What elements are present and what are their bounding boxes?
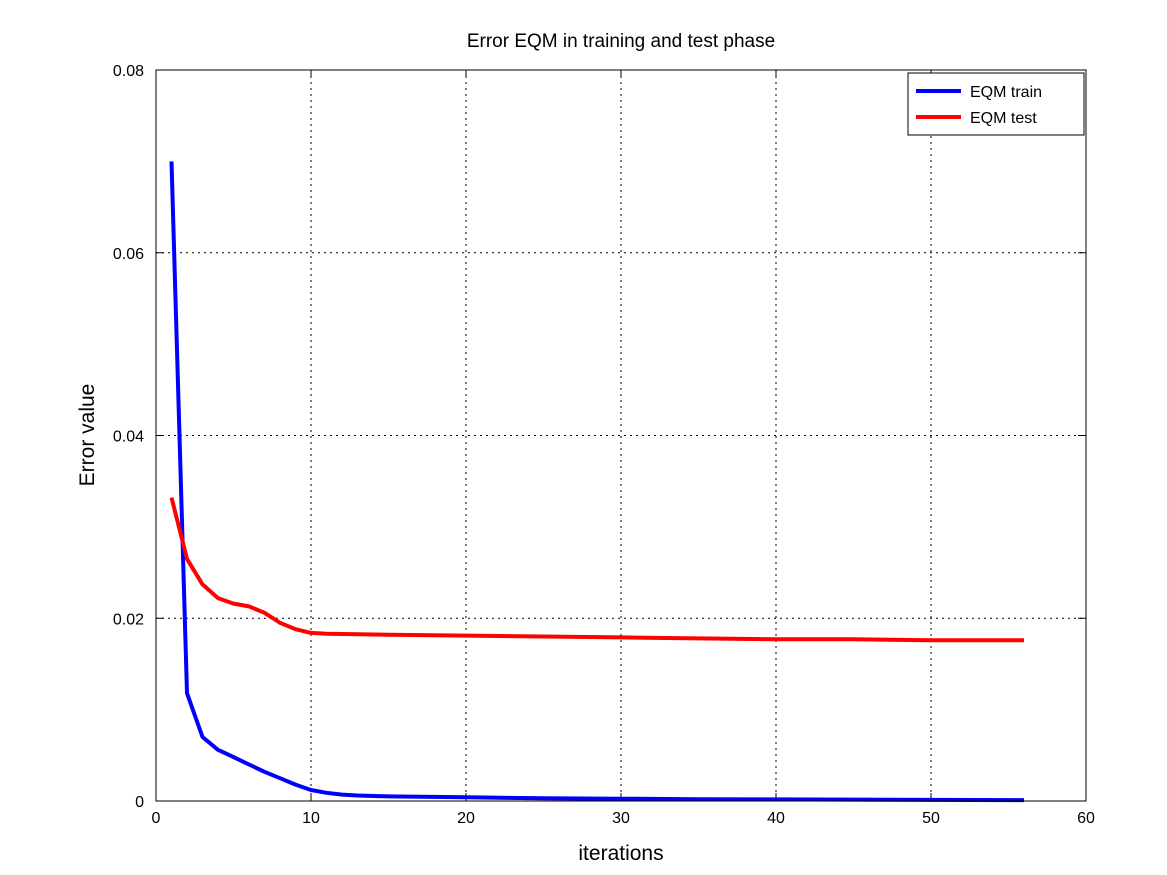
y-axis-label: Error value xyxy=(76,384,99,487)
legend-label-eqm-test: EQM test xyxy=(970,110,1037,127)
plot-frame xyxy=(155,69,1087,802)
y-tick-label: 0.06 xyxy=(113,246,144,263)
x-tick-label: 40 xyxy=(767,810,785,827)
x-tick-label: 0 xyxy=(152,810,161,827)
x-tick-label: 10 xyxy=(302,810,320,827)
legend-label-eqm-train: EQM train xyxy=(970,84,1042,101)
y-tick-label: 0.02 xyxy=(113,611,144,628)
x-tick-label: 50 xyxy=(922,810,940,827)
chart-title: Error EQM in training and test phase xyxy=(467,31,775,52)
y-tick-label: 0.08 xyxy=(113,63,144,80)
y-tick-label: 0.04 xyxy=(113,429,144,446)
series-layer xyxy=(169,161,1025,803)
legend-box xyxy=(907,72,1085,136)
series-line-eqm-train xyxy=(169,161,1025,803)
legend: EQM train EQM test xyxy=(907,72,1085,136)
x-tick-label: 30 xyxy=(612,810,630,827)
y-tick-label: 0 xyxy=(135,794,144,811)
series-line-eqm-test xyxy=(169,497,1024,643)
x-tick-label: 60 xyxy=(1077,810,1095,827)
x-axis-label: iterations xyxy=(578,842,663,865)
x-tick-label: 20 xyxy=(457,810,475,827)
grid xyxy=(156,70,1086,801)
